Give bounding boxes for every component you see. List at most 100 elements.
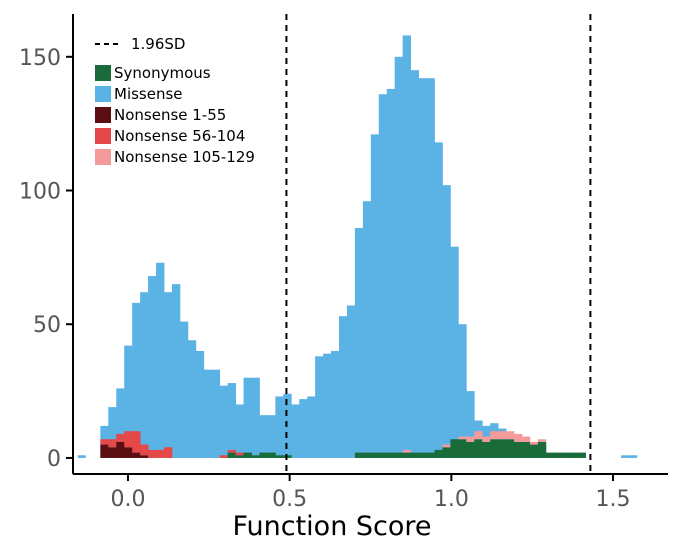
nonsense-105-129-bar: [402, 449, 411, 453]
synonymous-bar: [514, 441, 523, 458]
missense-bar: [442, 185, 451, 458]
synonymous-bar: [442, 447, 451, 458]
synonymous-bar: [410, 452, 419, 458]
nonsense-1-55-bar: [100, 444, 109, 458]
missense-bar: [108, 407, 117, 458]
missense-bar: [275, 396, 284, 458]
legend-swatch-nonsense-105-129: [95, 149, 111, 165]
legend-label-synonymous: Synonymous: [114, 64, 211, 82]
missense-bar: [259, 415, 268, 458]
synonymous-bar: [418, 452, 427, 458]
legend-label-nonsense-1-55: Nonsense 1-55: [114, 106, 226, 124]
nonsense-1-55-bar: [108, 447, 117, 458]
missense-bar: [362, 201, 372, 458]
synonymous-bar: [521, 441, 531, 458]
missense-bar: [621, 455, 630, 458]
legend-label-1-96sd: 1.96SD: [131, 35, 185, 53]
synonymous-bar: [370, 452, 380, 458]
synonymous-bar: [402, 452, 411, 458]
nonsense-1-55-bar: [116, 441, 125, 458]
missense-bar: [235, 404, 244, 458]
nonsense-56-104-bar: [227, 449, 236, 453]
missense-bar: [267, 415, 276, 458]
x-tick-label: 0.5: [272, 487, 307, 512]
nonsense-56-104-bar: [100, 439, 109, 445]
legend-label-nonsense-56-104: Nonsense 56-104: [114, 127, 245, 145]
missense-bar: [394, 56, 404, 458]
synonymous-bar: [537, 441, 547, 458]
synonymous-bar: [283, 455, 292, 458]
missense-bar: [148, 276, 157, 458]
synonymous-bar: [235, 455, 244, 458]
nonsense-105-129-bar: [482, 436, 491, 442]
synonymous-bar: [529, 444, 539, 458]
synonymous-bar: [243, 452, 252, 458]
nonsense-56-104-bar: [124, 431, 133, 448]
synonymous-bar: [267, 452, 276, 458]
missense-bar: [77, 455, 86, 458]
missense-bar: [354, 227, 364, 458]
missense-bar: [346, 305, 356, 458]
synonymous-bar: [450, 439, 459, 458]
nonsense-105-129-bar: [458, 436, 467, 440]
nonsense-105-129-bar: [514, 433, 523, 442]
nonsense-56-104-bar: [235, 452, 244, 456]
synonymous-bar: [386, 452, 396, 458]
synonymous-bar: [458, 439, 467, 458]
nonsense-56-104-bar: [163, 447, 173, 458]
missense-bar: [140, 292, 149, 458]
nonsense-1-55-bar: [132, 452, 141, 458]
missense-bar: [251, 377, 260, 458]
synonymous-bar: [561, 452, 571, 458]
nonsense-105-129-bar: [506, 431, 515, 440]
missense-bar: [450, 246, 459, 458]
missense-bar: [291, 404, 300, 458]
missense-bar: [458, 324, 467, 458]
legend-label-missense: Missense: [114, 85, 183, 103]
missense-bar: [187, 340, 197, 458]
missense-bar: [378, 94, 388, 458]
missense-bar: [418, 78, 427, 458]
missense-bar: [132, 302, 141, 458]
nonsense-105-129-bar: [521, 436, 531, 442]
missense-bar: [163, 292, 173, 458]
missense-bar: [370, 134, 380, 458]
missense-bar: [323, 353, 332, 458]
synonymous-bar: [227, 452, 236, 458]
synonymous-bar: [426, 452, 435, 458]
nonsense-56-104-bar: [116, 433, 125, 442]
missense-bar: [307, 396, 316, 458]
nonsense-105-129-bar: [529, 441, 539, 445]
nonsense-1-55-bar: [124, 447, 133, 458]
x-axis-title: Function Score: [232, 511, 431, 542]
missense-bar: [156, 262, 165, 458]
missense-bar: [116, 388, 125, 458]
synonymous-bar: [577, 452, 587, 458]
missense-bar: [331, 350, 340, 458]
nonsense-105-129-bar: [474, 431, 483, 440]
missense-bar: [171, 284, 181, 458]
missense-bar: [629, 455, 638, 458]
synonymous-bar: [506, 439, 515, 458]
legend: 1.96SD Synonymous Missense Nonsense 1-55 Non…: [95, 35, 255, 166]
legend-swatch-nonsense-56-104: [95, 128, 111, 144]
nonsense-56-104-bar: [148, 449, 157, 458]
bars-layer: [77, 35, 638, 458]
synonymous-bar: [362, 452, 372, 458]
nonsense-56-104-bar: [140, 444, 149, 456]
nonsense-105-129-bar: [490, 431, 499, 440]
missense-bar: [124, 345, 133, 458]
y-tick-label: 50: [33, 313, 61, 338]
synonymous-bar: [275, 455, 284, 458]
missense-bar: [434, 142, 443, 458]
nonsense-56-104-bar: [132, 431, 141, 453]
synonymous-bar: [466, 441, 475, 458]
nonsense-105-129-bar: [466, 436, 475, 442]
nonsense-105-129-bar: [537, 439, 547, 442]
missense-bar: [299, 399, 308, 458]
nonsense-56-104-bar: [219, 455, 229, 458]
legend-swatch-synonymous: [95, 65, 111, 81]
synonymous-bar: [394, 452, 404, 458]
y-tick-label: 150: [19, 46, 61, 71]
missense-bar: [402, 35, 411, 458]
